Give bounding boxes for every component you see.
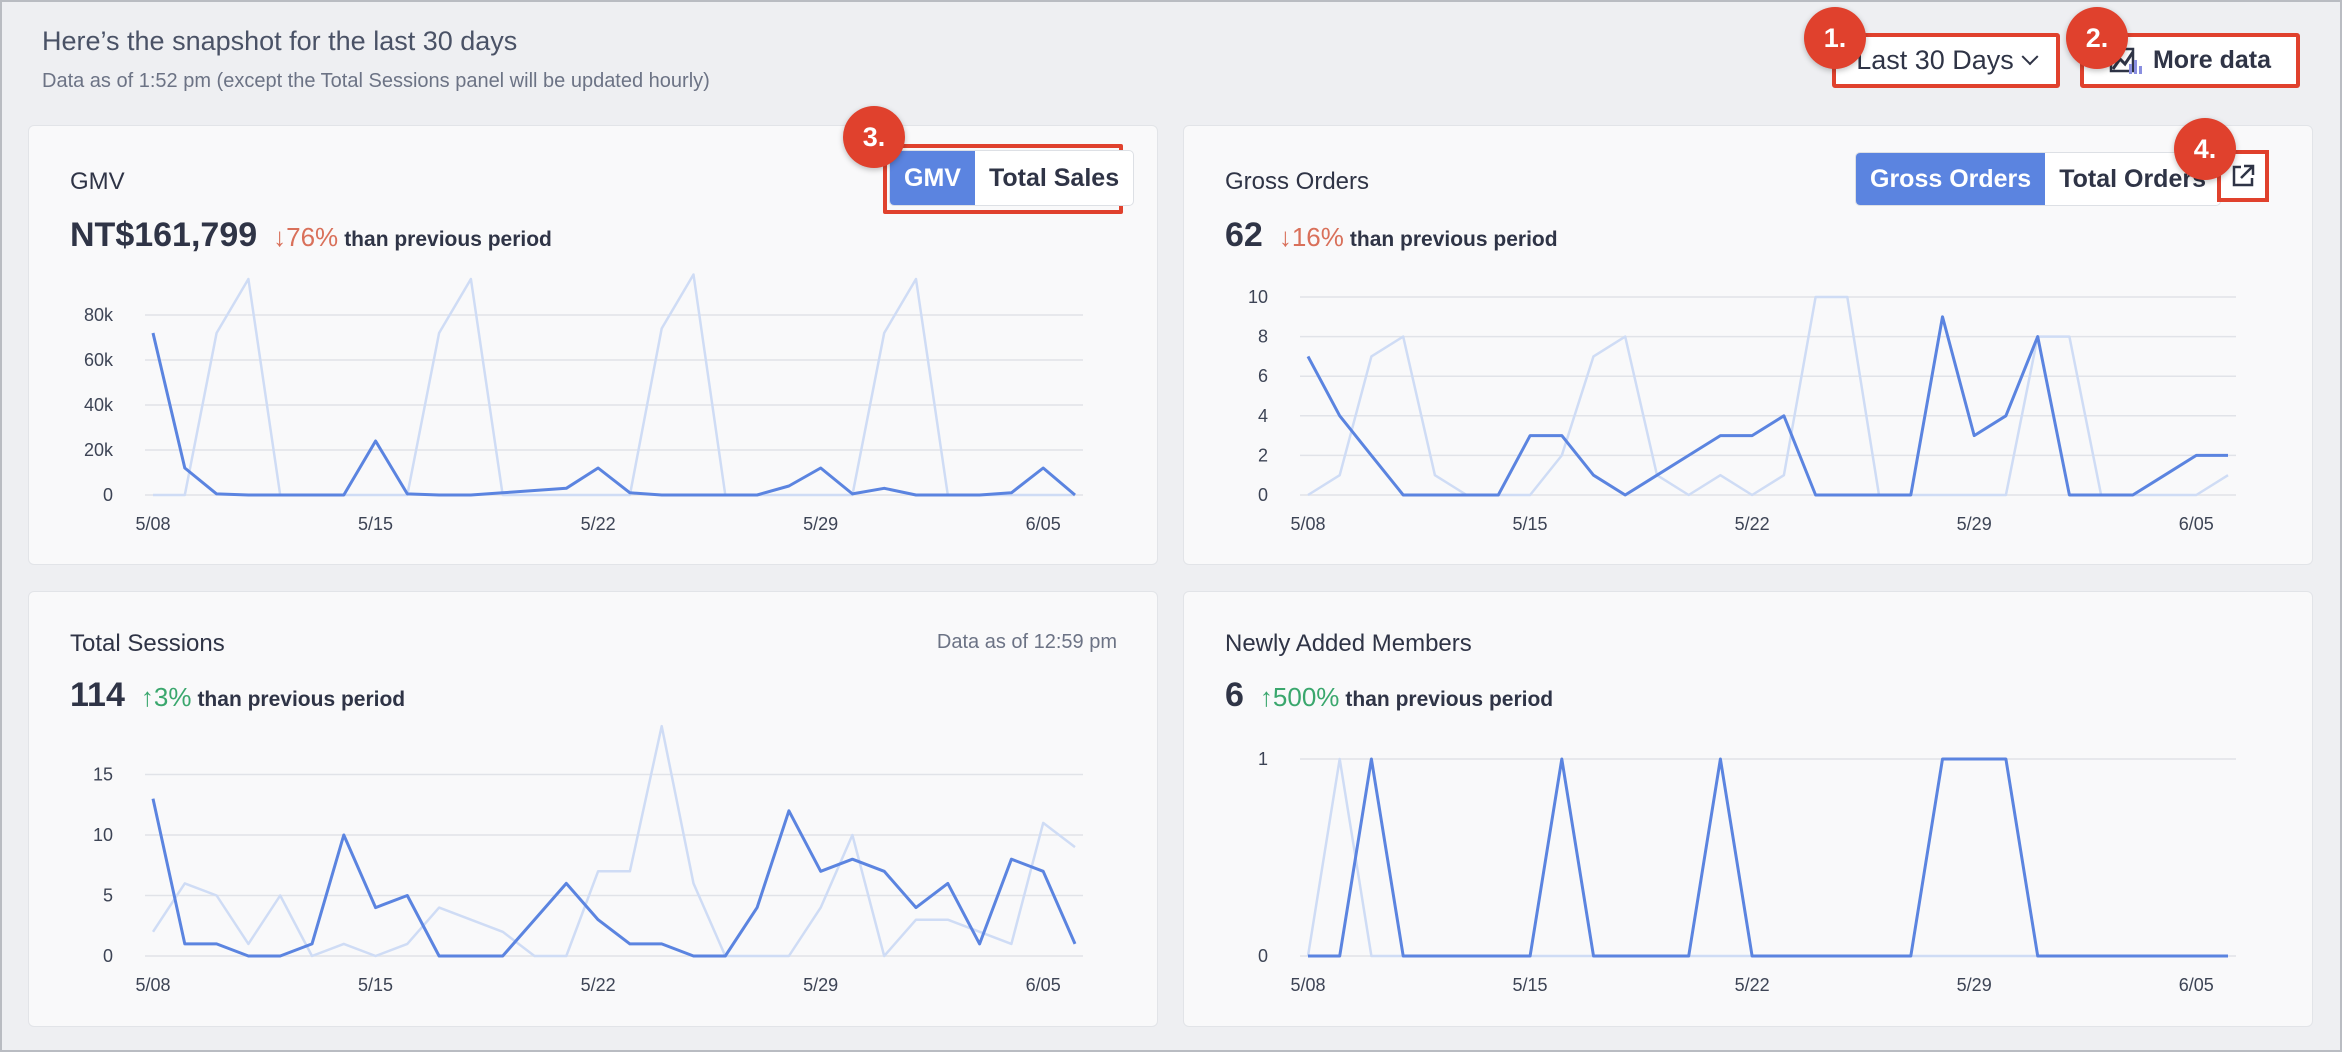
date-range-label: Last 30 Days — [1856, 45, 2014, 75]
y-tick-label: 10 — [1248, 287, 1268, 307]
annotation-badge: 3. — [843, 106, 905, 168]
series-line-current — [151, 332, 1076, 497]
x-tick-label: 5/29 — [803, 514, 838, 534]
x-tick-label: 6/05 — [1026, 514, 1061, 534]
x-tick-label: 5/15 — [358, 975, 393, 995]
y-tick-label: 20k — [84, 440, 114, 460]
metric-row: 6 ↑500% than previous period — [1225, 676, 1553, 715]
x-tick-label: 6/05 — [2179, 514, 2214, 534]
series-line-previous — [151, 724, 1076, 958]
panel-title: Newly Added Members — [1225, 630, 1472, 657]
panel-title: Gross Orders — [1225, 168, 1370, 195]
panel-title: GMV — [70, 168, 125, 195]
x-tick-label: 5/22 — [581, 514, 616, 534]
delta-up: ↑500% — [1259, 682, 1340, 712]
x-tick-label: 5/08 — [1290, 975, 1325, 995]
y-tick-label: 1 — [1258, 749, 1268, 769]
metric-value: 62 — [1225, 216, 1263, 254]
x-tick-label: 5/15 — [358, 514, 393, 534]
toggle-option-gross-orders[interactable]: Gross Orders — [1856, 153, 2046, 205]
gmv-toggle: GMV Total Sales — [889, 150, 1135, 206]
y-tick-label: 80k — [84, 305, 114, 325]
external-link-icon — [2232, 164, 2255, 187]
x-tick-label: 5/22 — [1735, 975, 1770, 995]
delta-text: than previous period — [1345, 688, 1554, 711]
more-data-label: More data — [2152, 46, 2272, 74]
y-tick-label: 0 — [1258, 946, 1268, 966]
delta-text: than previous period — [197, 688, 406, 711]
series-line-current — [1308, 757, 2228, 958]
total-sessions-panel: Total Sessions Data as of 12:59 pm 114 ↑… — [28, 591, 1158, 1027]
series-line-current — [1306, 315, 2228, 497]
y-tick-label: 6 — [1258, 366, 1268, 386]
y-tick-label: 8 — [1258, 327, 1268, 347]
toggle-option-total-sales[interactable]: Total Sales — [988, 163, 1120, 192]
x-tick-label: 5/15 — [1513, 975, 1548, 995]
metric-value: NT$161,799 — [70, 216, 258, 254]
toggle-option-gmv[interactable]: GMV — [890, 151, 975, 205]
delta-text: than previous period — [1349, 228, 1558, 251]
x-tick-label: 5/22 — [581, 975, 616, 995]
x-tick-label: 5/29 — [803, 975, 838, 995]
y-tick-label: 0 — [103, 946, 113, 966]
page-title: Here’s the snapshot for the last 30 days — [42, 26, 518, 56]
page-subtitle: Data as of 1:52 pm (except the Total Ses… — [42, 70, 710, 92]
delta-down: ↓76% — [273, 222, 339, 252]
panel-title: Total Sessions — [70, 630, 225, 657]
metric-value: 114 — [70, 676, 125, 714]
x-tick-label: 6/05 — [2179, 975, 2214, 995]
delta-text: than previous period — [344, 228, 552, 251]
y-tick-label: 2 — [1258, 445, 1268, 465]
x-tick-label: 5/22 — [1735, 514, 1770, 534]
series-line-current — [151, 798, 1077, 958]
series-line-previous — [1306, 757, 2228, 958]
annotation-badge: 2. — [2066, 7, 2128, 69]
y-tick-label: 4 — [1258, 406, 1268, 426]
x-tick-label: 5/08 — [135, 975, 170, 995]
y-tick-label: 60k — [84, 350, 114, 370]
y-tick-label: 0 — [1258, 485, 1268, 505]
metric-row: 114 ↑3% than previous period — [70, 676, 405, 715]
gmv-panel: GMV NT$161,799 ↓76% than previous period… — [28, 125, 1158, 565]
series-line-previous — [1307, 295, 2229, 497]
delta-up: ↑3% — [140, 682, 192, 712]
delta-down: ↓16% — [1278, 222, 1344, 252]
x-tick-label: 5/29 — [1957, 514, 1992, 534]
annotation-badge: 4. — [2174, 118, 2236, 180]
y-tick-label: 40k — [84, 395, 114, 415]
x-tick-label: 5/29 — [1957, 975, 1992, 995]
x-tick-label: 6/05 — [1026, 975, 1061, 995]
new-members-panel: Newly Added Members 6 ↑500% than previou… — [1183, 591, 2313, 1027]
metric-row: 62 ↓16% than previous period — [1225, 216, 1558, 255]
orders-toggle: Gross Orders Total Orders — [1855, 152, 2221, 206]
x-tick-label: 5/15 — [1513, 514, 1548, 534]
data-timestamp: Data as of 12:59 pm — [936, 631, 1117, 653]
y-tick-label: 0 — [103, 485, 113, 505]
y-tick-label: 15 — [93, 765, 113, 785]
metric-value: 6 — [1225, 676, 1244, 714]
metric-row: NT$161,799 ↓76% than previous period — [70, 216, 552, 255]
series-line-previous — [153, 273, 1075, 497]
x-tick-label: 5/08 — [135, 514, 170, 534]
y-tick-label: 10 — [93, 825, 113, 845]
annotation-badge: 1. — [1804, 7, 1866, 69]
y-tick-label: 5 — [103, 886, 113, 906]
x-tick-label: 5/08 — [1290, 514, 1325, 534]
